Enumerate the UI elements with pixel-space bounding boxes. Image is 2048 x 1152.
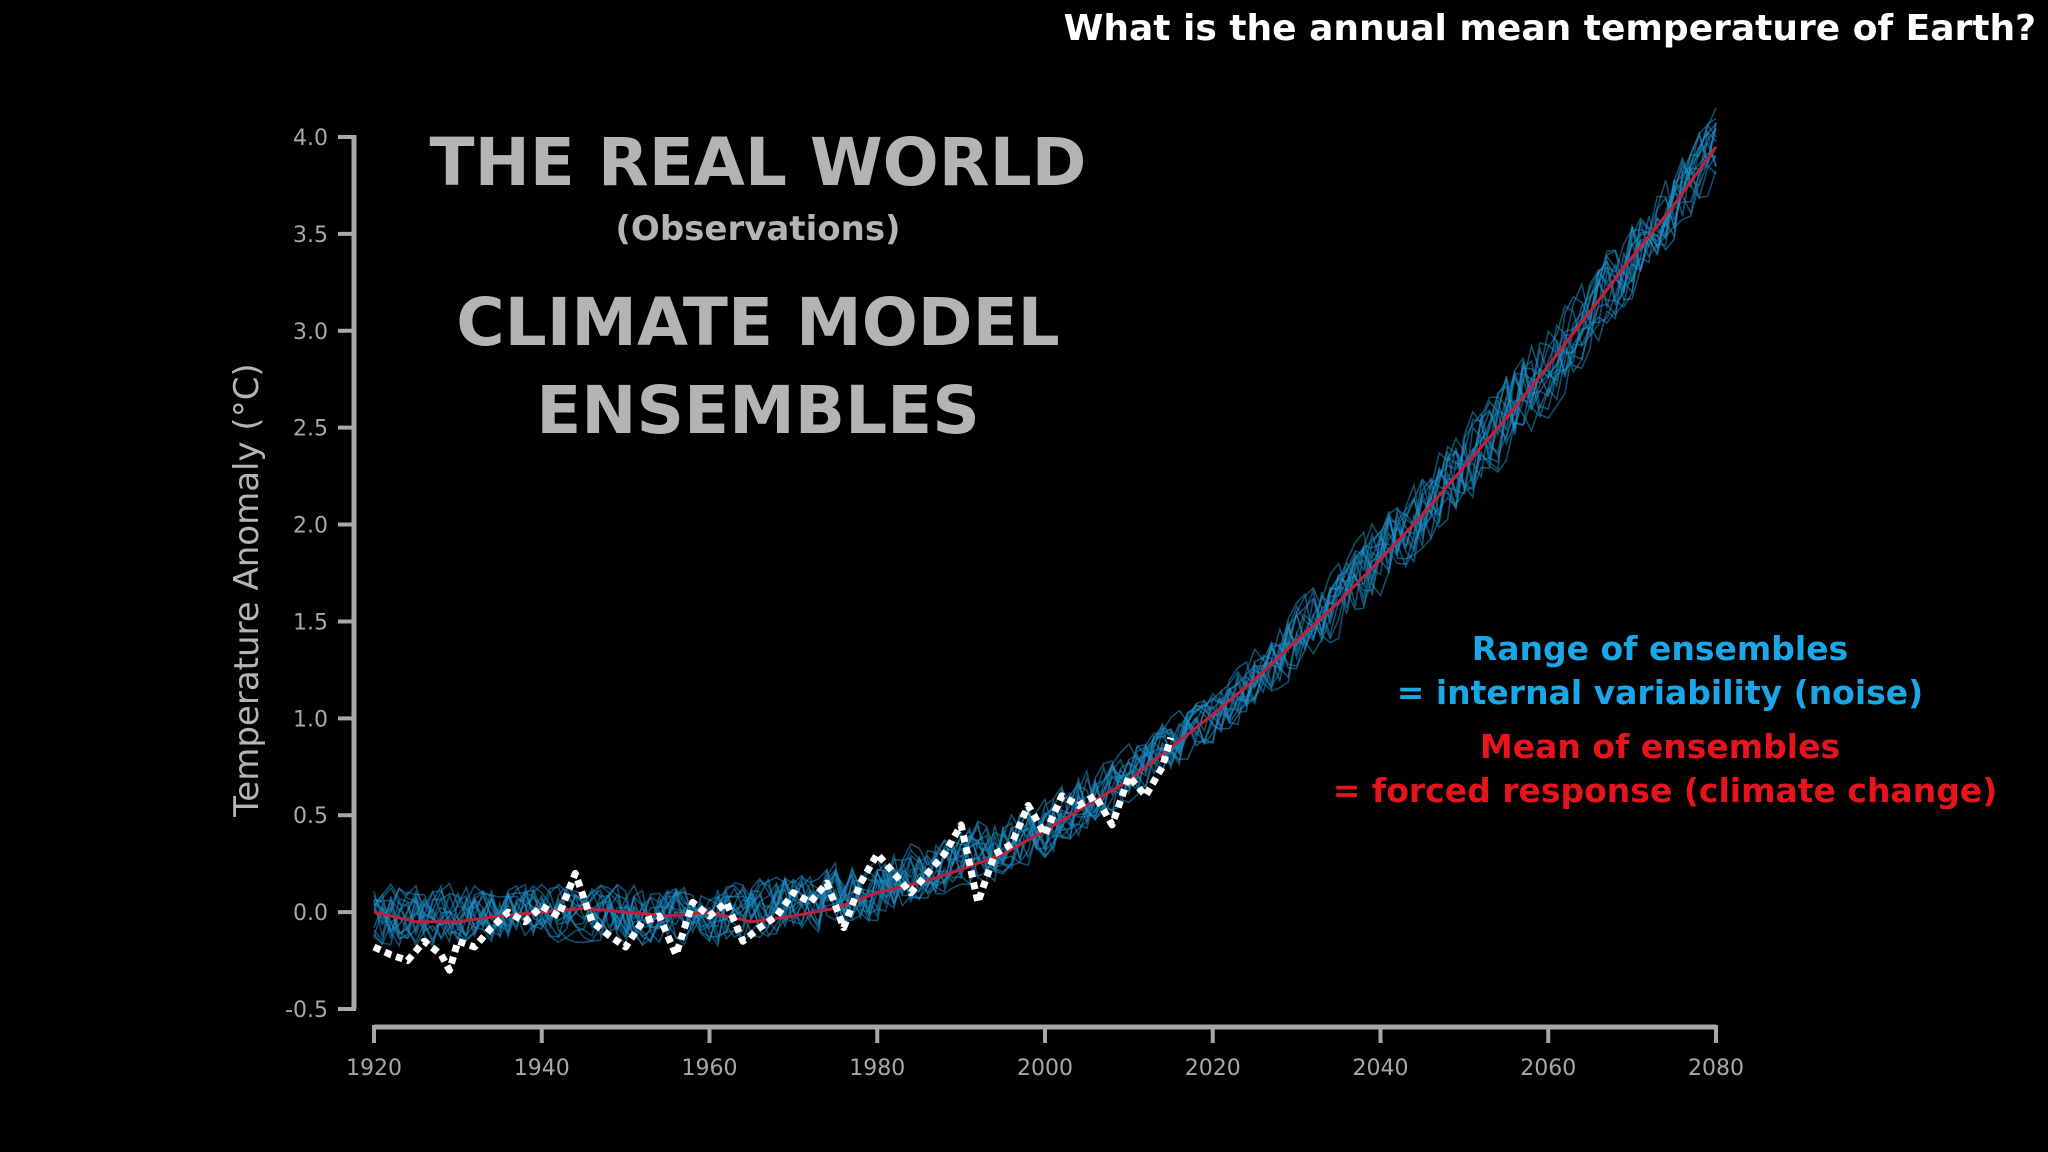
title-line-3: CLIMATE MODEL [456,284,1059,361]
question-text: What is the annual mean temperature of E… [1063,8,2036,49]
title-line-2: (Observations) [615,209,900,249]
ensemble-member-line [373,127,1717,944]
title-line-4: ENSEMBLES [536,372,980,449]
x-tick-label: 2040 [1353,1056,1409,1081]
y-tick-label: 0.0 [293,901,328,926]
ensemble-member-line [373,123,1717,947]
y-tick-label: 3.0 [293,320,328,345]
observations-line [372,736,1175,974]
ensemble-member-line [373,164,1717,938]
chart-title: THE REAL WORLD (Observations) CLIMATE MO… [430,124,1087,449]
y-tick-label: -0.5 [285,998,328,1023]
x-tick-label: 2080 [1688,1056,1744,1081]
y-tick-label: 2.5 [293,417,328,442]
legend-ensembles-line-1: Range of ensembles [1472,629,1848,668]
y-tick-label: 3.5 [293,223,328,248]
y-tick-label: 1.0 [293,707,328,732]
axes [351,135,1716,1030]
x-tick-label: 2000 [1017,1056,1073,1081]
ensemble-member-line [373,147,1717,949]
y-tick-label: 2.0 [293,514,328,539]
y-tick-label: 4.0 [293,126,328,151]
ensemble-member-line [373,132,1717,948]
legend: Range of ensembles = internal variabilit… [1333,629,1998,810]
y-tick-label: 0.5 [293,804,328,829]
x-ticks: 1920 1940 1960 1980 2000 2020 2040 2060 2080 [346,1025,1744,1081]
ensemble-lines [373,107,1717,949]
legend-mean-line-2: = forced response (climate change) [1333,771,1998,810]
ensemble-member-line [373,130,1717,947]
x-tick-label: 2020 [1185,1056,1241,1081]
title-line-1: THE REAL WORLD [430,124,1087,201]
ensemble-member-line [373,107,1717,948]
x-tick-label: 1920 [346,1056,402,1081]
ensemble-member-line [373,154,1717,944]
ensemble-member-line [373,122,1717,946]
observations [372,736,1175,974]
y-axis-label: Temperature Anomaly (°C) [227,363,267,817]
legend-mean-line-1: Mean of ensembles [1480,727,1840,766]
ensemble-member-line [373,129,1717,946]
x-tick-label: 1940 [514,1056,570,1081]
x-tick-label: 2060 [1520,1056,1576,1081]
ensemble-member-line [373,152,1717,945]
ensemble-member-line [373,141,1717,944]
ensemble-member-line [373,123,1717,945]
ensemble-member-line [373,117,1717,946]
y-ticks: 4.0 3.5 3.0 2.5 2.0 1.5 1.0 0.5 0.0 -0.5 [285,126,356,1023]
y-tick-label: 1.5 [293,610,328,635]
x-tick-label: 1960 [682,1056,738,1081]
legend-ensembles-line-2: = internal variability (noise) [1397,673,1924,712]
x-tick-label: 1980 [849,1056,905,1081]
